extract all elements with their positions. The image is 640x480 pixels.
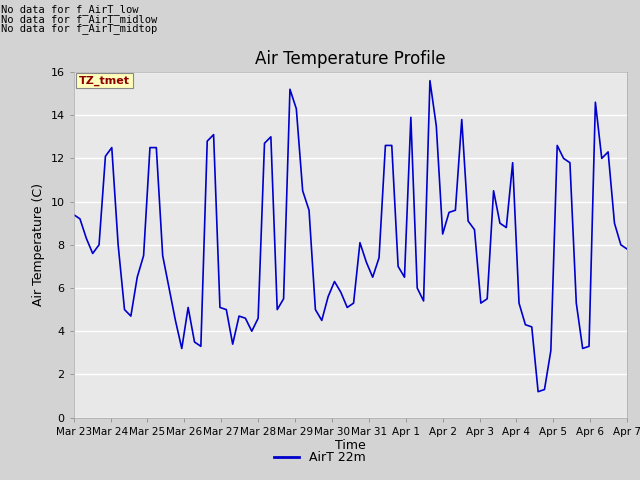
Text: No data for f_AirT_midlow: No data for f_AirT_midlow: [1, 13, 157, 24]
Text: No data for f_AirT_low: No data for f_AirT_low: [1, 4, 139, 15]
Title: Air Temperature Profile: Air Temperature Profile: [255, 49, 445, 68]
Text: TZ_tmet: TZ_tmet: [79, 75, 130, 86]
Y-axis label: Air Temperature (C): Air Temperature (C): [32, 183, 45, 306]
X-axis label: Time: Time: [335, 439, 366, 453]
Text: No data for f_AirT_midtop: No data for f_AirT_midtop: [1, 23, 157, 34]
Legend: AirT 22m: AirT 22m: [269, 446, 371, 469]
